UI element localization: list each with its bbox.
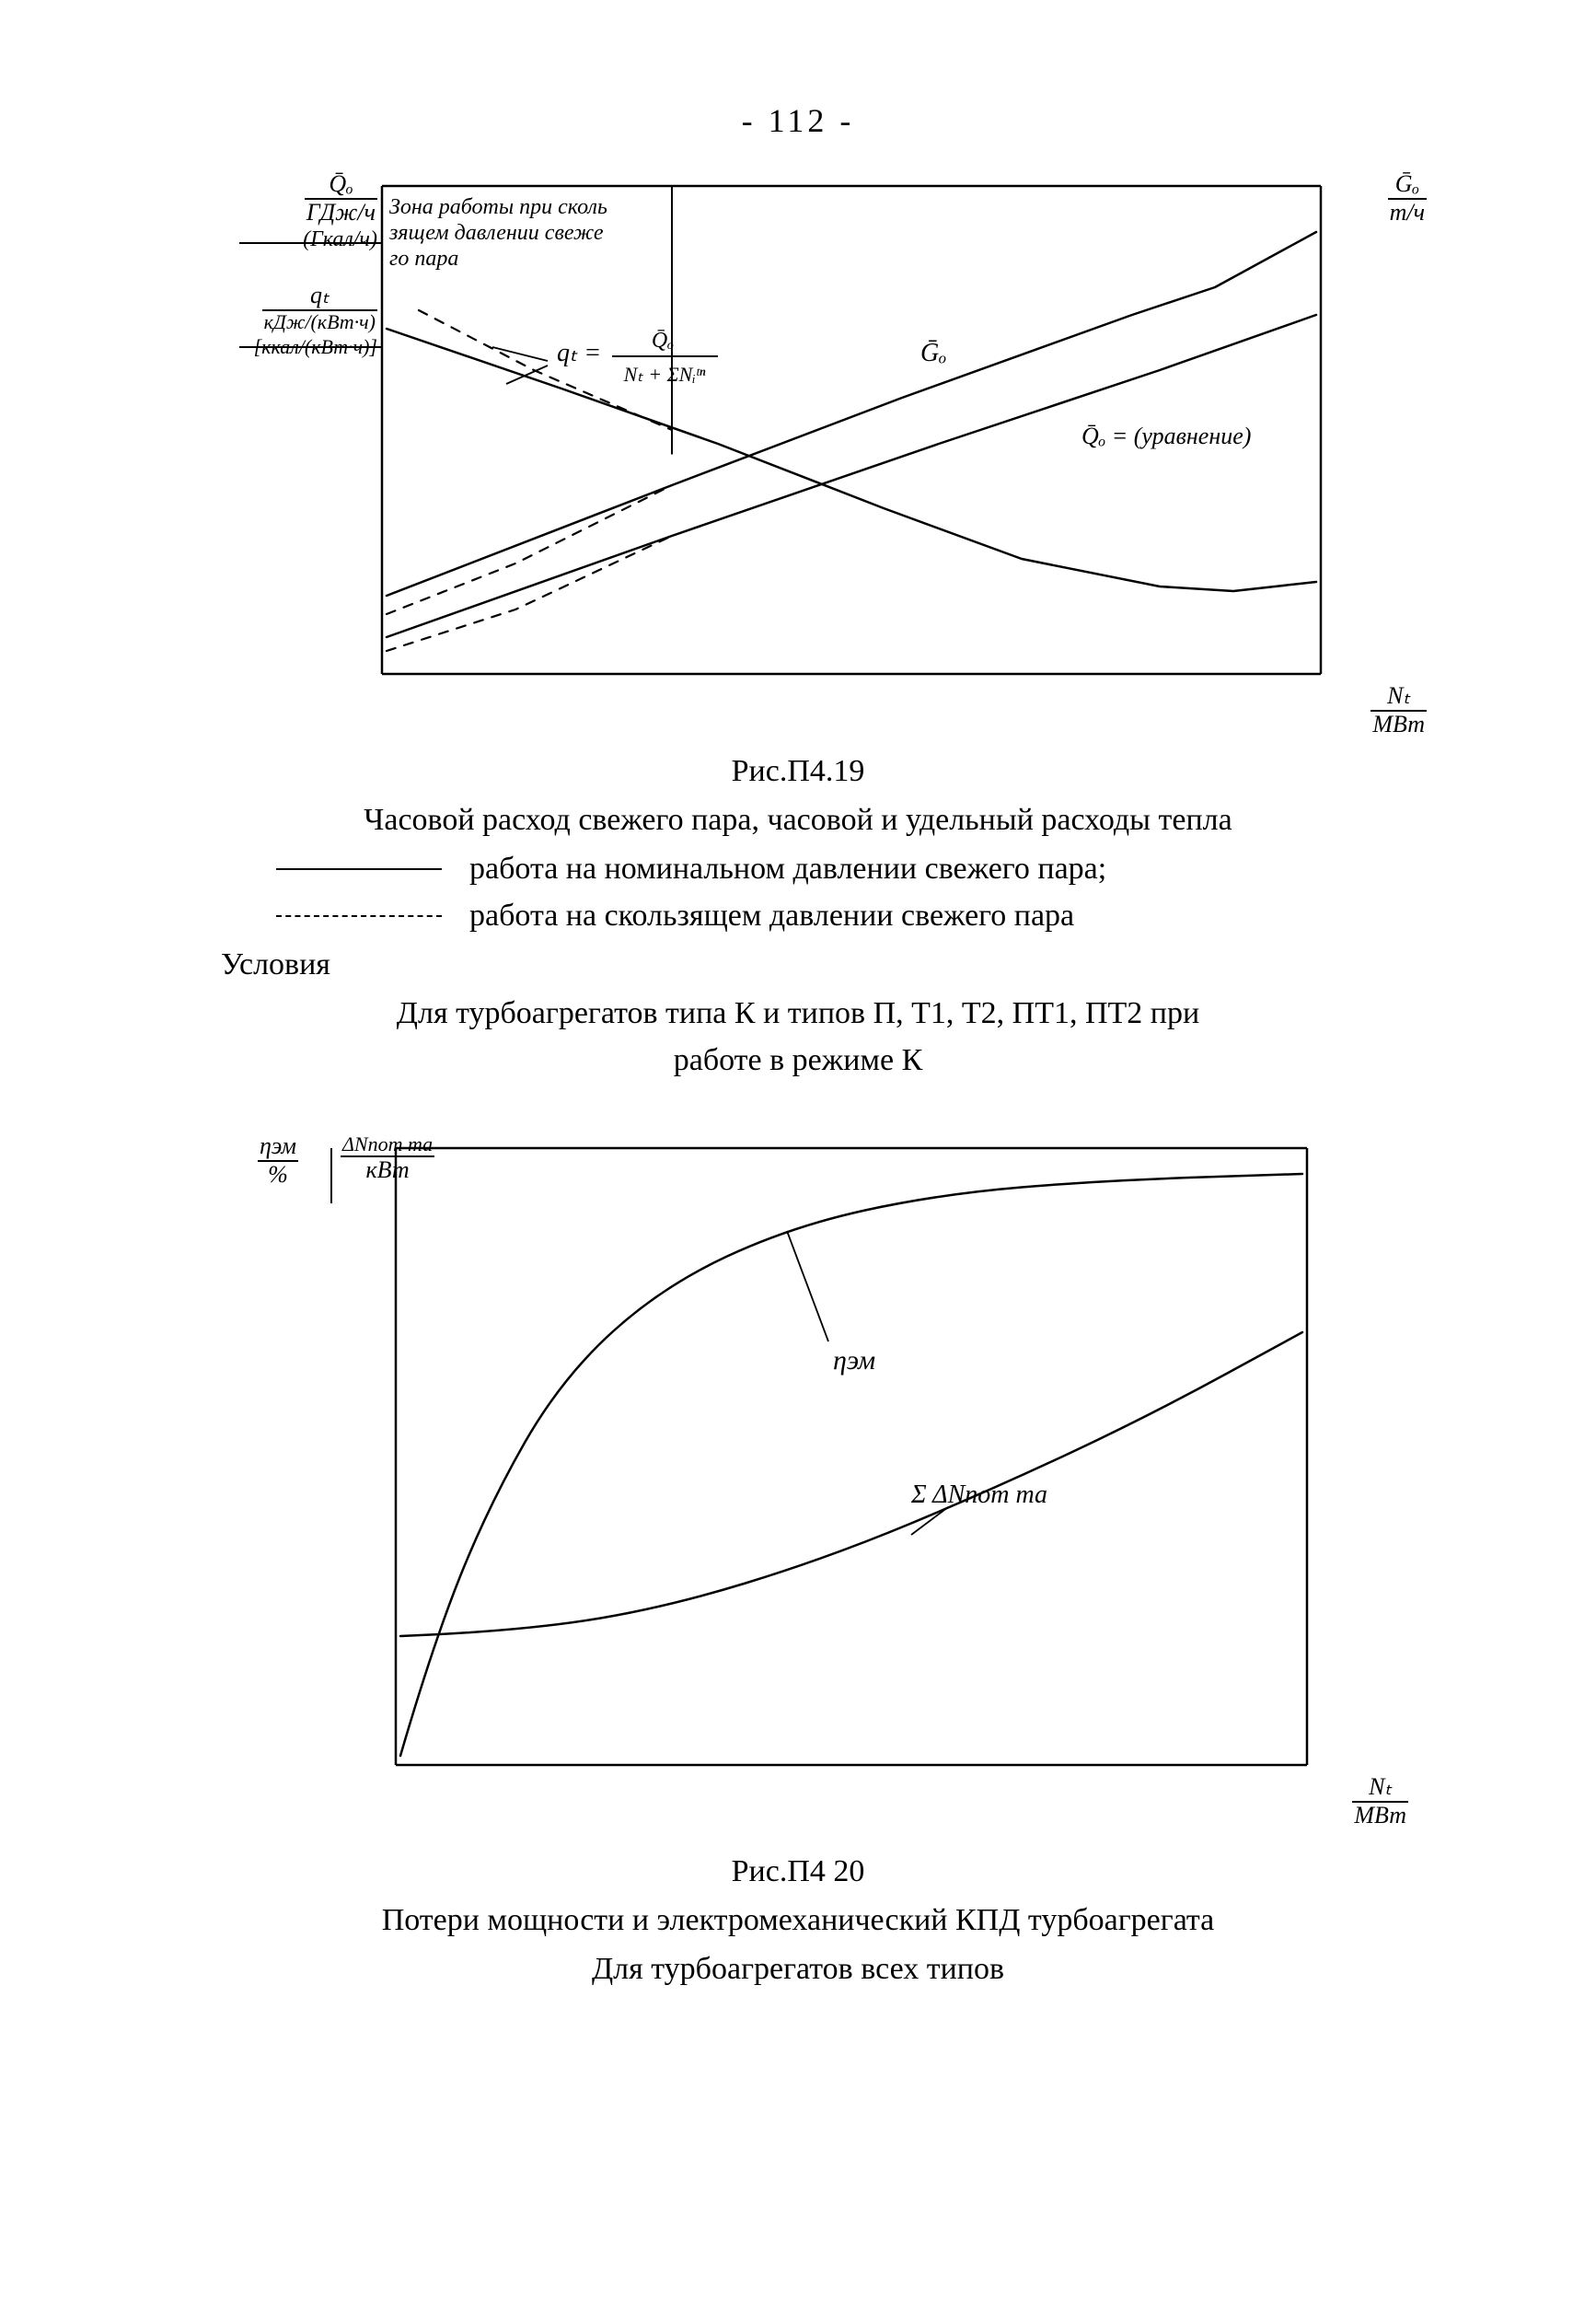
legend-solid-line <box>276 868 442 870</box>
svg-text:ηэм: ηэм <box>833 1345 875 1376</box>
figure-1: Q̄ₒГДж/ч (Гкал/ч) qₜкДж/(кВт·ч) [ккал/(к… <box>239 177 1417 729</box>
fig1-legend-dashed: работа на скользящем давлении свежего па… <box>276 892 1430 939</box>
svg-text:Q̄ₒ: Q̄ₒ <box>652 329 674 353</box>
legend-dashed-line <box>276 915 442 917</box>
fig2-xlabel: NₜМВт <box>1352 1774 1408 1829</box>
fig1-conditions-text: Для турбоагрегатов типа К и типов П, Т1,… <box>166 990 1430 1084</box>
fig2-chart: ηэм Σ ΔNпот та <box>276 1139 1399 1829</box>
fig2-caption: Рис.П4 20 Потери мощности и электромехан… <box>166 1848 1430 1992</box>
svg-text:Q̄ₒ = (уравнение): Q̄ₒ = (уравнение) <box>1081 423 1251 449</box>
figure-2: ηэм% ΔNпот такВт NₜМВт ηэмΣ ΔNпот та <box>276 1139 1399 1829</box>
fig1-legend-solid-text: работа на номинальном давлении свежего п… <box>469 845 1106 892</box>
fig1-ylabel-right: Ḡₒт/ч <box>1388 171 1427 226</box>
fig2-ylabel-2: ΔNпот такВт <box>341 1133 434 1184</box>
fig1-caption-title: Часовой расход свежего пара, часовой и у… <box>166 796 1430 843</box>
fig1-caption: Рис.П4.19 Часовой расход свежего пара, ч… <box>166 748 1430 1084</box>
svg-text:Nₜ + ΣNᵢᵗⁿ: Nₜ + ΣNᵢᵗⁿ <box>623 363 706 386</box>
fig1-ylabel-bottom: qₜкДж/(кВт·ч) [ккал/(кВт·ч)] <box>193 283 377 359</box>
svg-text:Ḡₒ: Ḡₒ <box>920 339 946 367</box>
fig2-ylabel-1: ηэм% <box>258 1133 298 1188</box>
fig1-ylabel-top: Q̄ₒГДж/ч (Гкал/ч) <box>221 171 377 252</box>
fig1-legend-dashed-text: работа на скользящем давлении свежего па… <box>469 892 1074 939</box>
fig2-caption-sub: Для турбоагрегатов всех типов <box>166 1945 1430 1992</box>
svg-text:Σ ΔNпот та: Σ ΔNпот та <box>910 1480 1047 1509</box>
fig1-conditions-label: Условия <box>221 941 1430 988</box>
fig1-chart: Зона работы при скользящем давлении свеж… <box>239 177 1417 729</box>
fig1-legend-solid: работа на номинальном давлении свежего п… <box>276 845 1430 892</box>
page-number: - 112 - <box>166 101 1430 140</box>
fig1-xlabel: NₜМВт <box>1370 683 1427 737</box>
fig1-caption-num: Рис.П4.19 <box>166 748 1430 795</box>
fig2-caption-title: Потери мощности и электромеханический КП… <box>166 1897 1430 1944</box>
fig2-caption-num: Рис.П4 20 <box>166 1848 1430 1895</box>
svg-text:qₜ =: qₜ = <box>557 339 601 367</box>
